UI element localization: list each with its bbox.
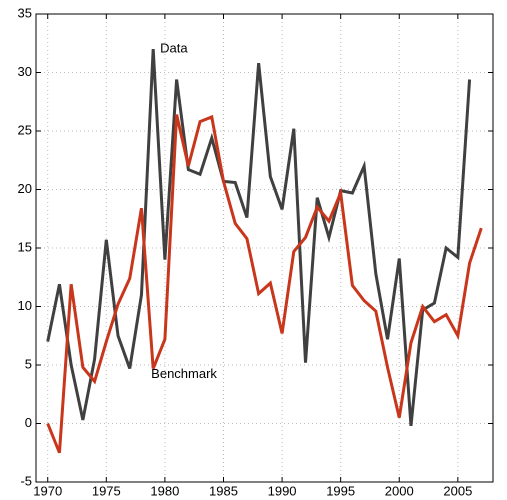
y-tick-label: -5 (20, 473, 32, 488)
series-line (46, 114, 483, 454)
y-tick-label: 15 (18, 239, 32, 254)
x-tick-label: 1970 (33, 483, 62, 498)
x-tick-label: 1990 (268, 483, 297, 498)
y-tick-label: 5 (25, 356, 32, 371)
series-label: Data (160, 41, 188, 56)
y-tick-label: 0 (25, 415, 32, 430)
y-tick-label: 25 (18, 122, 32, 137)
series-label: Benchmark (151, 366, 217, 381)
series-line (46, 49, 472, 426)
y-tick-label: 35 (18, 5, 32, 20)
x-tick-label: 1985 (209, 483, 238, 498)
x-tick-label: 2005 (443, 483, 472, 498)
y-tick-label: 10 (18, 298, 32, 313)
x-tick-label: 1975 (92, 483, 121, 498)
x-tick-label: 1995 (326, 483, 355, 498)
y-tick-label: 30 (18, 64, 32, 79)
x-tick-label: 2000 (385, 483, 414, 498)
x-tick-label: 1980 (150, 483, 179, 498)
y-tick-label: 20 (18, 181, 32, 196)
plot-frame (35, 13, 494, 483)
